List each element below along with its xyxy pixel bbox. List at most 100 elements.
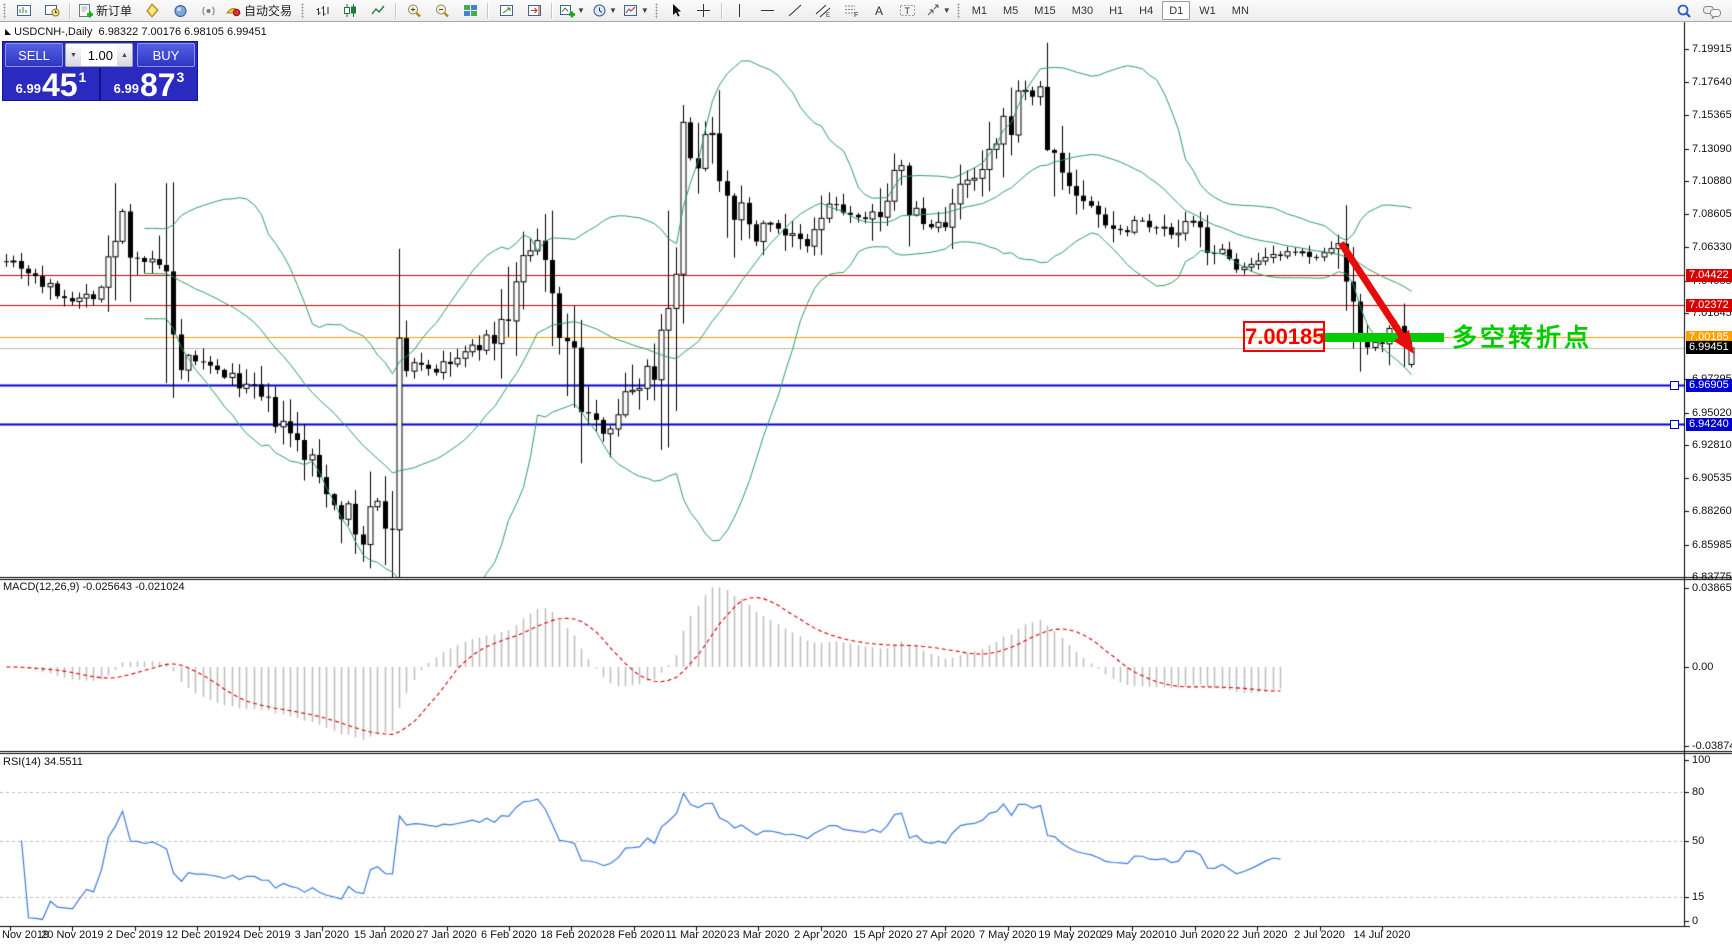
line-chart-button[interactable] (364, 0, 392, 21)
terminal-button[interactable] (166, 0, 194, 21)
date-axis-label[interactable]: 2 Apr 2020 (794, 929, 848, 941)
chart-window-icon (16, 3, 33, 18)
bar-chart-button[interactable] (308, 0, 336, 21)
tile-windows-button[interactable] (456, 0, 484, 21)
chart-shift-button[interactable] (520, 0, 548, 21)
timeframe-MN[interactable]: MN (1231, 4, 1249, 17)
date-axis-label[interactable]: 22 Jun 2020 (1226, 929, 1288, 941)
volume-stepper: ▼ 1.00 ▲ (65, 43, 133, 67)
vertical-line-button[interactable] (726, 0, 754, 21)
timeframe-M30[interactable]: M30 (1071, 4, 1094, 17)
date-axis-label[interactable]: 15 Apr 2020 (853, 929, 913, 941)
date-axis-label[interactable]: 12 Dec 2019 (165, 929, 229, 941)
timeframe-H1[interactable]: H1 (1109, 4, 1124, 17)
timeframe-H4[interactable]: H4 (1139, 4, 1154, 17)
search-button[interactable] (1670, 0, 1698, 21)
date-axis-label[interactable]: 19 May 2020 (1038, 929, 1102, 941)
chat-button[interactable] (1698, 0, 1726, 21)
arrows-icon (925, 3, 942, 18)
zoom-out-button[interactable] (428, 0, 456, 21)
volume-decrease-button[interactable]: ▼ (66, 44, 81, 66)
strategy-tester-button[interactable] (38, 0, 66, 21)
price-axis-tick: 6.88260 (1692, 505, 1732, 518)
autotrading-icon (225, 3, 242, 18)
date-axis-label[interactable]: 27 Apr 2020 (915, 929, 976, 941)
price-axis-tick: 6.92810 (1692, 439, 1732, 451)
turning-point-note[interactable]: 多空转折点 (1452, 324, 1593, 352)
toolbar-grip[interactable] (956, 2, 961, 19)
signals-icon (200, 3, 217, 18)
periods-button[interactable]: ▼ (588, 0, 620, 21)
auto-arrange-button[interactable] (492, 0, 520, 21)
date-axis-label[interactable]: 6 Feb 2020 (481, 929, 537, 941)
date-axis-label[interactable]: 28 Feb 2020 (602, 929, 665, 941)
date-axis-label[interactable]: 23 Mar 2020 (727, 929, 790, 941)
level-price-badge[interactable]: 7.02372 (1686, 298, 1732, 312)
sell-price-big: 45 (41, 67, 78, 103)
level-price-badge[interactable]: 6.94240 (1686, 417, 1732, 431)
date-axis-label[interactable]: 2 Dec 2019 (106, 929, 163, 941)
rsi-axis-tick: 15 (1692, 890, 1705, 903)
date-axis-label[interactable]: 29 May 2020 (1100, 929, 1165, 941)
cursor-button[interactable] (662, 0, 690, 21)
symbol-marker-icon: ◣ (5, 27, 12, 36)
templates-button[interactable]: ▼ (620, 0, 652, 21)
chevron-down-icon: ▼ (942, 6, 951, 15)
sell-button[interactable]: SELL (5, 43, 63, 67)
toolbar-grip[interactable] (3, 2, 7, 19)
channel-button[interactable]: E (810, 0, 838, 21)
date-axis-label[interactable]: Nov 2019 (2, 929, 50, 941)
toolbar-grip[interactable] (654, 2, 659, 19)
toolbar-grip[interactable] (301, 2, 306, 19)
text-button[interactable]: A (866, 0, 894, 21)
chart-window-button[interactable] (10, 0, 38, 21)
crosshair-button[interactable] (690, 0, 718, 21)
price-axis-tick: 6.95020 (1692, 406, 1732, 419)
sell-price[interactable]: 6.99 45 1 (3, 67, 101, 103)
metaeditor-button[interactable] (138, 0, 166, 21)
hline-drag-handle[interactable] (1670, 419, 1679, 429)
timeframe-M15[interactable]: M15 (1034, 4, 1056, 17)
volume-increase-button[interactable]: ▲ (117, 44, 132, 66)
text-label-button[interactable]: T (894, 0, 922, 21)
autotrading-button[interactable]: 自动交易 (222, 0, 298, 21)
buy-button[interactable]: BUY (137, 43, 195, 67)
timeframe-M1[interactable]: M1 (971, 4, 987, 17)
date-axis-label[interactable]: 15 Jan 2020 (353, 929, 415, 941)
price-axis-tick: 6.85985 (1692, 538, 1732, 551)
level-price-badge[interactable]: 6.96905 (1686, 378, 1732, 392)
text-label-icon: T (899, 3, 916, 18)
buy-price[interactable]: 6.99 87 3 (101, 68, 197, 101)
price-axis-tick: 7.19915 (1692, 43, 1732, 55)
date-axis-label[interactable]: 7 May 2020 (979, 929, 1037, 941)
date-axis-label[interactable]: 24 Dec 2019 (228, 929, 291, 941)
trendline-button[interactable] (782, 0, 810, 21)
volume-input[interactable]: 1.00 (81, 44, 117, 66)
chat-icon (1702, 3, 1722, 19)
date-axis-label[interactable]: 20 Nov 2019 (41, 929, 104, 941)
date-axis-label[interactable]: 3 Jan 2020 (294, 929, 350, 941)
new-order-button[interactable]: 新订单 (74, 0, 138, 21)
timeframe-W1[interactable]: W1 (1199, 4, 1216, 17)
candlestick-chart-button[interactable] (336, 0, 364, 21)
arrows-button[interactable]: ▼ (922, 0, 954, 21)
signals-button[interactable] (194, 0, 222, 21)
level-price-badge[interactable]: 7.00185 (1686, 330, 1732, 344)
date-axis-label[interactable]: 2 Jul 2020 (1294, 929, 1345, 941)
hline-drag-handle[interactable] (1670, 380, 1679, 390)
date-axis-label[interactable]: 14 Jul 2020 (1353, 929, 1411, 941)
price-flag-annotation[interactable]: 7.00185 (1243, 321, 1325, 352)
date-axis-label[interactable]: 11 Mar 2020 (665, 929, 727, 941)
zoom-in-button[interactable] (400, 0, 428, 21)
horizontal-line-button[interactable] (754, 0, 782, 21)
fibonacci-button[interactable]: F (838, 0, 866, 21)
date-axis-label[interactable]: 27 Jan 2020 (416, 929, 477, 941)
indicators-button[interactable]: ▼ (556, 0, 588, 21)
timeframe-M5[interactable]: M5 (1003, 4, 1019, 17)
support-highlight-bar[interactable] (1321, 333, 1444, 342)
timeframe-D1[interactable]: D1 (1162, 1, 1191, 20)
date-axis-label[interactable]: 18 Feb 2020 (540, 929, 603, 941)
date-axis-label[interactable]: 10 Jun 2020 (1164, 929, 1226, 941)
level-price-badge[interactable]: 7.04422 (1686, 268, 1732, 282)
